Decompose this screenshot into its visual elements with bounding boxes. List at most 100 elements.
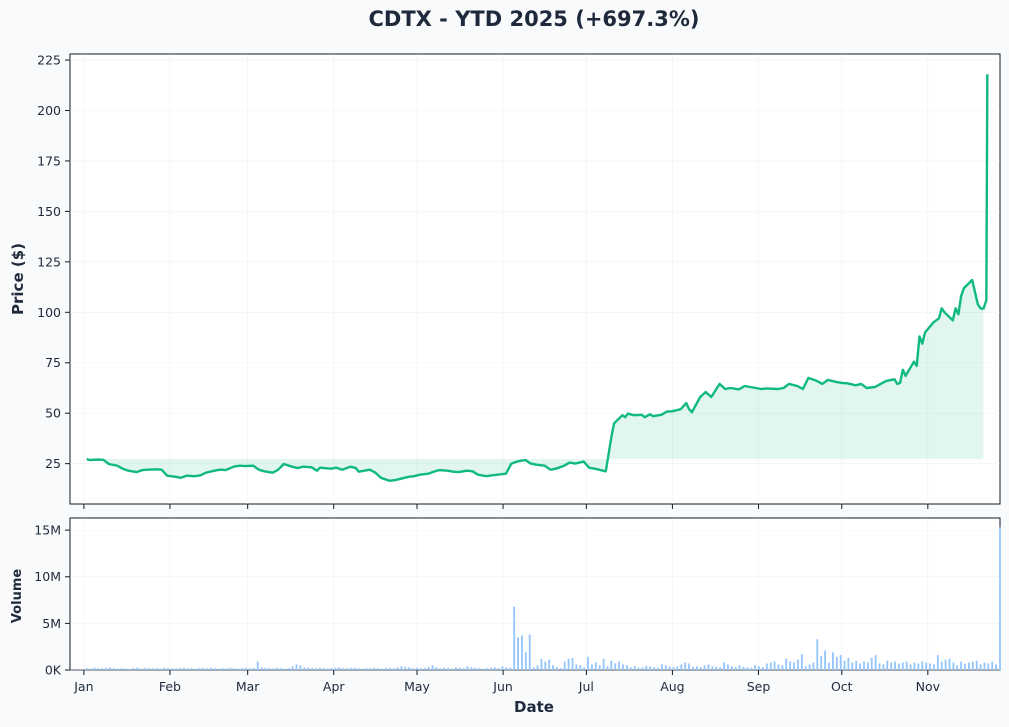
volume-bar: [695, 666, 698, 670]
volume-y-tick-label: 5M: [42, 616, 61, 631]
volume-bar: [909, 664, 912, 670]
volume-bar: [179, 668, 181, 670]
chart-title: CDTX - YTD 2025 (+697.3%): [369, 7, 700, 31]
volume-bar: [645, 665, 648, 670]
x-tick-label: Feb: [159, 679, 181, 694]
volume-bar: [933, 664, 935, 670]
volume-bar: [874, 655, 877, 670]
volume-y-ticks: 0K 5M 10M 15M: [34, 523, 70, 678]
volume-bar: [167, 668, 170, 670]
volume-bar: [855, 660, 858, 670]
x-axis-label: Date: [514, 698, 554, 716]
volume-bar: [307, 667, 310, 670]
volume-bar: [987, 663, 990, 670]
volume-bar: [563, 661, 566, 670]
volume-bar: [971, 661, 974, 670]
price-panel: 25 50 75 100 125 150 175 200 225 Price ($): [9, 53, 1001, 509]
volume-bar: [521, 635, 523, 670]
volume-bar: [233, 668, 236, 670]
volume-bar: [983, 662, 986, 670]
price-grid: [70, 54, 1000, 504]
volume-bar: [128, 668, 131, 670]
volume-bar: [664, 665, 667, 670]
x-tick-label: May: [404, 679, 430, 694]
volume-bar: [781, 665, 784, 670]
volume-bar: [548, 659, 551, 670]
volume-bar: [571, 657, 574, 670]
volume-bar: [252, 668, 255, 670]
volume-bar: [109, 667, 111, 670]
volume-bar: [661, 664, 663, 670]
volume-bar: [268, 668, 271, 670]
volume-bar: [276, 667, 278, 670]
price-y-tick-label: 25: [45, 456, 61, 471]
volume-bar: [163, 667, 166, 670]
volume-bar: [913, 662, 916, 670]
volume-bar: [956, 665, 959, 670]
volume-bar: [637, 667, 640, 670]
volume-bar: [416, 667, 418, 670]
volume-bar: [886, 660, 889, 670]
volume-bar: [132, 668, 135, 670]
volume-bar: [995, 664, 997, 670]
volume-bar: [890, 662, 893, 670]
x-tick-label: Jul: [578, 679, 594, 694]
volume-bar: [944, 659, 947, 670]
volume-bar: [221, 668, 224, 670]
volume-x-ticks: Jan Feb Mar Apr May Jun Jul Aug Sep Oct Nov: [73, 670, 941, 694]
volume-bar: [936, 655, 939, 670]
volume-bar: [867, 662, 869, 670]
price-y-axis-label: Price ($): [9, 243, 27, 315]
volume-bar: [412, 668, 414, 670]
volume-bar: [532, 667, 535, 670]
volume-bar: [513, 606, 516, 670]
volume-bar: [385, 668, 387, 670]
volume-bar: [517, 637, 519, 670]
volume-bar: [423, 668, 426, 670]
price-y-tick-label: 200: [37, 103, 61, 118]
volume-bar: [800, 654, 803, 670]
price-plot-frame: [69, 53, 1001, 505]
volume-bar: [824, 650, 826, 670]
volume-bar: [952, 662, 955, 670]
volume-y-tick-label: 0K: [45, 663, 62, 678]
volume-bar: [93, 667, 96, 670]
volume-bar: [730, 666, 733, 670]
volume-bar: [653, 667, 655, 670]
volume-bar: [182, 667, 185, 670]
volume-bar: [804, 666, 807, 670]
volume-bar: [214, 668, 216, 670]
volume-bar: [769, 662, 772, 670]
volume-bar: [486, 668, 488, 670]
volume-bar: [828, 662, 830, 670]
price-spike-line: [982, 74, 989, 310]
volume-bar: [105, 667, 107, 670]
volume-bar: [742, 666, 745, 670]
volume-bar: [315, 668, 317, 670]
volume-bar: [901, 662, 904, 670]
price-y-tick-label: 225: [37, 53, 61, 68]
volume-bar: [299, 665, 302, 670]
volume-bar: [400, 666, 403, 670]
price-x-ticks: [83, 504, 929, 509]
volume-bar: [606, 666, 609, 670]
volume-bar: [859, 663, 861, 670]
volume-bar: [789, 661, 791, 670]
volume-bar: [960, 661, 962, 670]
x-tick-label: Mar: [236, 679, 260, 694]
volume-bar: [490, 667, 492, 670]
volume-bar: [206, 668, 208, 670]
volume-bar: [470, 667, 473, 670]
volume-bar: [851, 662, 854, 670]
volume-bar: [241, 668, 243, 670]
volume-bar: [311, 668, 313, 670]
volume-bar: [668, 666, 671, 670]
volume-bar: [773, 661, 776, 670]
volume-bar: [303, 667, 306, 670]
volume-bar: [361, 668, 364, 670]
volume-bar: [186, 668, 189, 670]
volume-bar: [435, 667, 438, 670]
volume-bar: [544, 661, 547, 670]
volume-bar: [684, 662, 687, 670]
x-tick-label: Apr: [323, 679, 345, 694]
